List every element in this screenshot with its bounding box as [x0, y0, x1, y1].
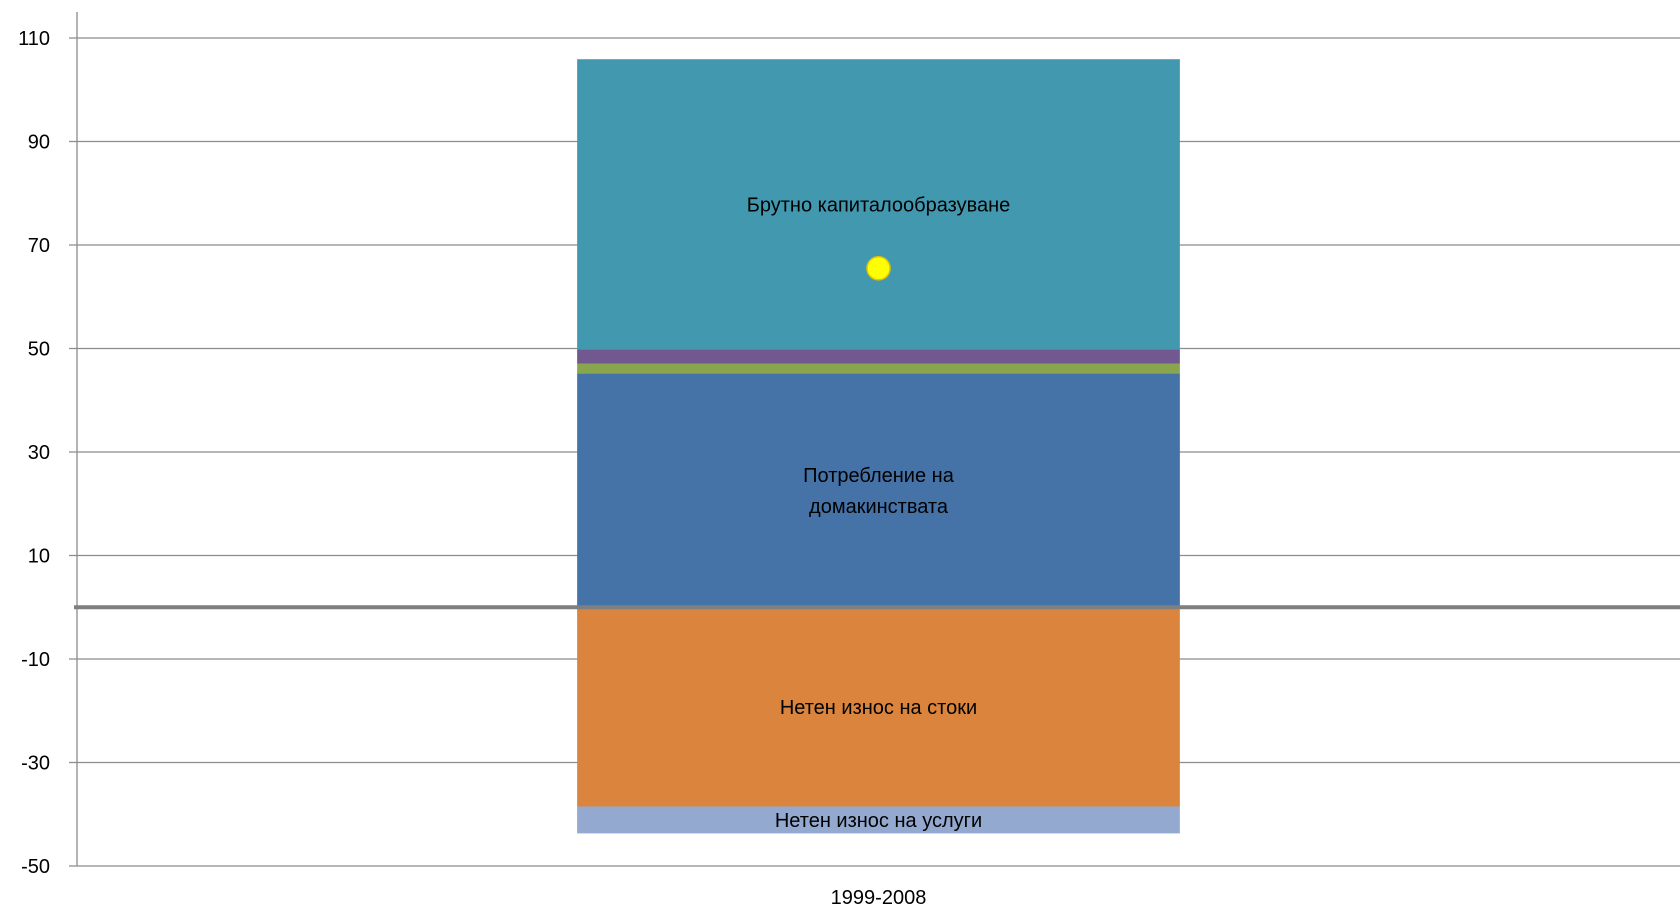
data-label: Брутно капиталообразуване: [747, 194, 1011, 216]
data-label: Потребление на: [803, 465, 955, 487]
data-label: домакинствата: [809, 496, 949, 518]
bar-segment: [577, 806, 1180, 834]
chart-labels: 110 90 70 50 30 10 -10 -30 -50 Потребление на дома…: [18, 28, 1010, 909]
y-tick-label: 50: [28, 339, 50, 361]
y-tick-label: 30: [28, 442, 50, 464]
y-tick-label: 110: [18, 28, 50, 50]
bar-segment: [577, 373, 1180, 608]
marker-point: [866, 256, 891, 281]
x-category-label: 1999-2008: [831, 887, 927, 909]
bar-segment: [577, 59, 1180, 350]
bar-segment: [577, 607, 1180, 807]
y-tick-label: 10: [28, 546, 50, 568]
y-tick-label: 90: [28, 132, 50, 154]
y-tick-label: -30: [21, 753, 50, 775]
bar-segments: [577, 59, 1180, 834]
y-tick-label: 70: [28, 235, 50, 257]
y-tick-label: -50: [21, 856, 50, 878]
data-label: Нетен износ на услуги: [775, 810, 982, 832]
axes: [74, 12, 1680, 866]
bar-segment: [577, 349, 1180, 364]
y-tick-label: -10: [21, 649, 50, 671]
bar-segment: [577, 363, 1180, 374]
data-label: Нетен износ на стоки: [780, 697, 977, 719]
